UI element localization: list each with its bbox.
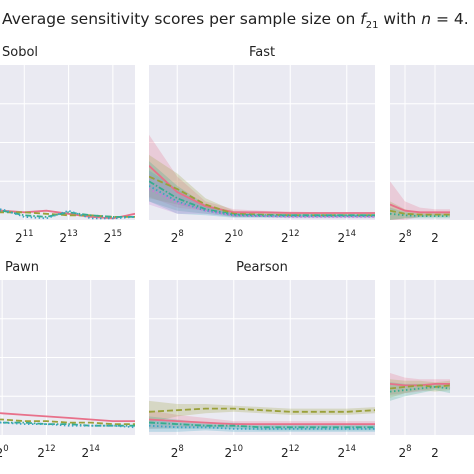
x-tick-label: 211 (15, 229, 33, 245)
subplot-2: Fast 28 210 212 214 (149, 45, 375, 245)
x-tick-label: 28 (171, 444, 184, 460)
x-tick-label: 214 (338, 229, 356, 245)
subplot-5: Pearson 28 210 212 214 (149, 260, 375, 460)
x-tick-label: 213 (59, 229, 77, 245)
confidence-band-2 (149, 154, 375, 217)
series-line-2 (0, 418, 135, 425)
x-tick-label: 28 (171, 229, 184, 245)
confidence-band-2 (149, 400, 375, 423)
subplot-title: Fast (249, 45, 275, 60)
x-tick-label: 212 (37, 444, 55, 460)
series-line-5 (149, 188, 375, 218)
series-line-3 (0, 209, 135, 218)
subplot-3: 28 2 (390, 65, 474, 245)
series-line-1 (390, 203, 450, 214)
subplot-title: Pawn (5, 260, 39, 275)
series-line-3 (149, 421, 375, 429)
series-line-4 (0, 421, 135, 429)
series-line-3 (149, 180, 375, 217)
series-line-2 (149, 407, 375, 413)
x-tick-label: 212 (281, 229, 299, 245)
x-tick-label: 210 (225, 229, 243, 245)
x-tick-label: 2 (431, 231, 439, 245)
series-line-2 (390, 209, 450, 216)
x-tick-label: 214 (338, 444, 356, 460)
series-line-2 (390, 384, 451, 390)
confidence-band-4 (149, 419, 375, 432)
confidence-band-1 (390, 373, 450, 395)
x-tick-label: 28 (398, 229, 411, 245)
subplot-title: Pearson (236, 260, 288, 275)
series-line-1 (0, 412, 135, 422)
subplot-4: Pawn 20 212 214 (0, 260, 135, 460)
x-tick-label: 212 (281, 444, 299, 460)
series-line-1 (149, 165, 375, 214)
series-line-1 (149, 418, 375, 425)
x-tick-label: 214 (81, 444, 99, 460)
x-tick-label: 28 (398, 444, 411, 460)
x-tick-label: 215 (104, 229, 122, 245)
x-tick-label: 2 (431, 446, 439, 460)
subplot-grid: Sobol 211 213 215 Fast 28 210 212 214 28 2 Pawn 20 21… (0, 45, 474, 460)
series-line-4 (0, 208, 135, 220)
subplot-6: 28 2 (390, 280, 474, 460)
subplot-1: Sobol 211 213 215 (0, 45, 135, 245)
figure-title: Average sensitivity scores per sample si… (2, 10, 469, 31)
subplot-title: Sobol (2, 45, 38, 60)
x-tick-label: 20 (0, 444, 9, 460)
x-tick-label: 210 (225, 444, 243, 460)
series-line-4 (149, 424, 375, 430)
